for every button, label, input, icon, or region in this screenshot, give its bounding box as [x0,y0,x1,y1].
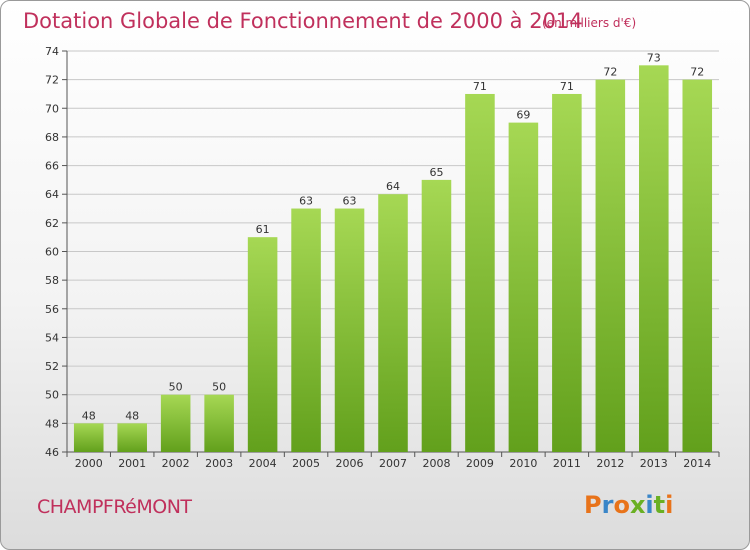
chart-unit: (en milliers d'€) [542,16,637,30]
data-label-2008: 65 [429,166,443,179]
logo-letter: i [645,491,654,519]
x-tick-label: 2006 [336,457,364,470]
y-tick-label: 56 [45,303,59,316]
x-tick-label: 2013 [640,457,668,470]
logo-letter: o [613,491,630,519]
y-tick-label: 46 [45,446,59,459]
data-label-2005: 63 [299,195,313,208]
x-tick-label: 2011 [553,457,581,470]
logo-letter: i [665,491,674,519]
data-label-2000: 48 [82,409,96,422]
x-tick-label: 2002 [162,457,190,470]
data-label-2002: 50 [169,381,183,394]
bar-2005 [291,208,321,452]
data-label-2003: 50 [212,381,226,394]
data-label-2013: 73 [647,51,661,64]
bar-2003 [204,394,234,452]
x-tick-label: 2004 [249,457,277,470]
bar-2014 [682,79,713,453]
y-tick-label: 48 [45,417,59,430]
bar-2004 [247,237,278,452]
bar-2000 [73,423,104,452]
x-tick-label: 2012 [596,457,624,470]
logo-letter: r [601,491,614,519]
x-tick-label: 2010 [509,457,537,470]
y-tick-label: 60 [45,246,59,259]
bar-2011 [552,93,582,452]
y-tick-label: 58 [45,274,59,287]
logo-letter: t [653,491,666,519]
logo-letter: x [629,491,646,519]
y-tick-label: 52 [45,360,59,373]
data-labels: 48 48 50 50 61 63 63 64 65 71 69 71 72 73 72 [82,51,705,422]
y-tick-label: 72 [45,74,59,87]
data-label-2014: 72 [690,66,704,79]
x-tick-label: 2000 [75,457,103,470]
data-label-2010: 69 [516,109,530,122]
data-label-2009: 71 [473,80,487,93]
x-tick-label: 2014 [683,457,711,470]
logo-letter: P [584,491,602,519]
bar-2006 [334,208,365,452]
x-tick-label: 2008 [422,457,450,470]
y-tick-label: 64 [45,188,59,201]
y-tick-label: 54 [45,331,59,344]
data-label-2006: 63 [343,195,357,208]
data-label-2012: 72 [603,66,617,79]
data-label-2011: 71 [560,80,574,93]
bar-2010 [508,122,539,452]
bar-2002 [160,394,191,452]
data-label-2001: 48 [125,409,139,422]
bar-2001 [117,423,147,452]
y-tick-label: 66 [45,160,59,173]
bar-2009 [465,93,495,452]
y-tick-label: 62 [45,217,59,230]
y-tick-label: 70 [45,102,59,115]
bars [73,65,713,453]
data-label-2007: 64 [386,180,400,193]
bar-2007 [378,194,408,452]
y-tick-label: 74 [45,45,59,58]
data-label-2004: 61 [256,223,270,236]
bar-2012 [595,79,626,453]
x-tick-label: 2007 [379,457,407,470]
x-tick-label: 2009 [466,457,494,470]
proxiti-logo: Proxiti [584,491,673,519]
commune-name: CHAMPFRéMONT [37,496,192,518]
y-tick-label: 50 [45,389,59,402]
bar-2008 [421,179,452,452]
x-tick-label: 2001 [118,457,146,470]
x-tick-label: 2005 [292,457,320,470]
y-tick-label: 68 [45,131,59,144]
bar-2013 [639,65,669,453]
chart-title: Dotation Globale de Fonctionnement de 20… [23,9,583,33]
x-tick-label: 2003 [205,457,233,470]
